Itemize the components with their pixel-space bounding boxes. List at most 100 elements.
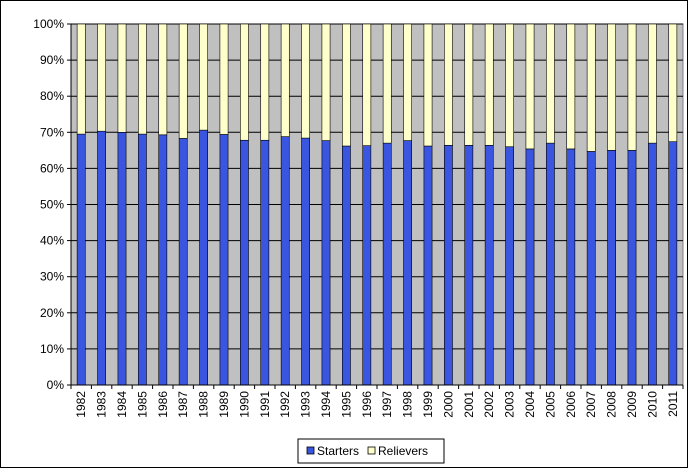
x-tick-label: 2003	[503, 391, 517, 418]
bar-starters-2002	[484, 144, 494, 386]
y-tick-label: 10%	[40, 342, 64, 356]
bar-starters-2011	[668, 141, 678, 386]
x-tick-label: 2007	[584, 391, 598, 418]
y-tick-label: 0%	[47, 378, 65, 392]
bar-relievers-1991	[260, 23, 270, 141]
y-tick-label: 70%	[40, 125, 64, 139]
bar-starters-2004	[525, 148, 535, 386]
bar-relievers-1984	[117, 23, 127, 133]
bar-relievers-2009	[627, 23, 637, 151]
legend-swatch-starters	[306, 446, 315, 455]
x-tick-label: 1993	[299, 391, 313, 418]
x-tick-label: 1985	[135, 391, 149, 418]
x-tick-label: 1994	[319, 391, 333, 418]
x-tick-label: 1987	[176, 391, 190, 418]
bar-relievers-1995	[342, 23, 351, 147]
bar-relievers-2004	[525, 23, 535, 150]
y-tick-label: 80%	[40, 89, 64, 103]
x-tick-label: 1998	[401, 391, 415, 418]
bar-starters-1985	[138, 133, 147, 386]
x-tick-label: 2011	[666, 391, 680, 417]
bar-starters-1995	[342, 145, 351, 386]
x-tick-label: 1984	[115, 391, 129, 418]
bar-starters-1989	[219, 134, 229, 386]
bar-relievers-1988	[199, 23, 208, 131]
bar-starters-1993	[301, 137, 310, 386]
bar-relievers-2010	[648, 23, 657, 144]
bar-relievers-2003	[505, 23, 514, 148]
x-tick-label: 2006	[564, 391, 578, 418]
bar-starters-1983	[97, 130, 106, 386]
bar-starters-2006	[566, 148, 576, 386]
bar-relievers-1997	[382, 23, 392, 144]
bar-relievers-1987	[178, 23, 188, 139]
x-tick-label: 1982	[74, 391, 88, 418]
y-tick-label: 60%	[40, 161, 64, 175]
bar-starters-1982	[76, 133, 86, 386]
x-tick-label: 2005	[543, 391, 557, 418]
x-tick-label: 1988	[197, 391, 211, 418]
bar-relievers-2000	[444, 23, 453, 146]
legend-label-relievers: Relievers	[378, 444, 428, 458]
bar-starters-1986	[158, 134, 168, 386]
x-tick-label: 2001	[462, 391, 476, 418]
bar-relievers-2011	[668, 23, 678, 142]
bar-relievers-2002	[484, 23, 494, 146]
x-tick-label: 1990	[237, 391, 251, 418]
bar-relievers-2005	[546, 23, 555, 144]
bar-relievers-1998	[403, 23, 412, 141]
bar-relievers-2006	[566, 23, 576, 150]
bar-relievers-1996	[362, 23, 372, 146]
bar-starters-2005	[546, 142, 555, 386]
x-tick-label: 1991	[258, 391, 272, 418]
bar-starters-2008	[607, 150, 616, 386]
bar-starters-2000	[444, 144, 453, 386]
bar-starters-2010	[648, 142, 657, 386]
bar-starters-1987	[178, 138, 188, 386]
bar-starters-1991	[260, 139, 270, 386]
bar-relievers-1983	[97, 23, 106, 132]
x-tick-label: 1983	[95, 391, 109, 418]
x-tick-label: 1989	[217, 391, 231, 418]
y-tick-label: 20%	[40, 306, 64, 320]
bar-starters-1998	[403, 140, 412, 386]
bar-relievers-1986	[158, 23, 168, 136]
bar-relievers-1985	[138, 23, 147, 135]
bar-starters-1988	[199, 129, 208, 386]
bar-relievers-1992	[280, 23, 290, 137]
x-tick-label: 1995	[339, 391, 353, 418]
y-tick-label: 50%	[40, 198, 64, 212]
bar-relievers-2007	[586, 23, 596, 152]
y-tick-label: 90%	[40, 53, 64, 67]
x-tick-label: 2009	[625, 391, 639, 418]
bar-starters-1996	[362, 145, 372, 386]
x-tick-label: 2008	[605, 391, 619, 418]
bar-starters-1984	[117, 132, 127, 386]
x-tick-label: 2002	[482, 391, 496, 418]
x-tick-label: 2000	[441, 391, 455, 418]
bar-starters-2007	[586, 151, 596, 386]
bar-starters-1999	[423, 145, 433, 386]
x-tick-label: 1996	[360, 391, 374, 418]
bar-relievers-2001	[464, 23, 474, 146]
bar-starters-2001	[464, 144, 474, 386]
legend-label-starters: Starters	[317, 444, 359, 458]
y-tick-label: 40%	[40, 234, 64, 248]
bar-relievers-1999	[423, 23, 433, 147]
bar-relievers-1989	[219, 23, 229, 135]
bar-starters-1992	[280, 136, 290, 386]
x-tick-label: 2010	[645, 391, 659, 418]
x-tick-label: 1997	[380, 391, 394, 418]
x-tick-label: 1992	[278, 391, 292, 418]
legend-swatch-relievers	[367, 446, 376, 455]
x-tick-label: 2004	[523, 391, 537, 418]
y-tick-label: 100%	[33, 17, 64, 31]
bar-relievers-1982	[76, 23, 86, 135]
x-tick-label: 1999	[421, 391, 435, 418]
y-tick-label: 30%	[40, 270, 64, 284]
bar-relievers-2008	[607, 23, 616, 151]
bar-starters-1994	[321, 140, 331, 386]
bar-starters-1990	[240, 139, 249, 386]
